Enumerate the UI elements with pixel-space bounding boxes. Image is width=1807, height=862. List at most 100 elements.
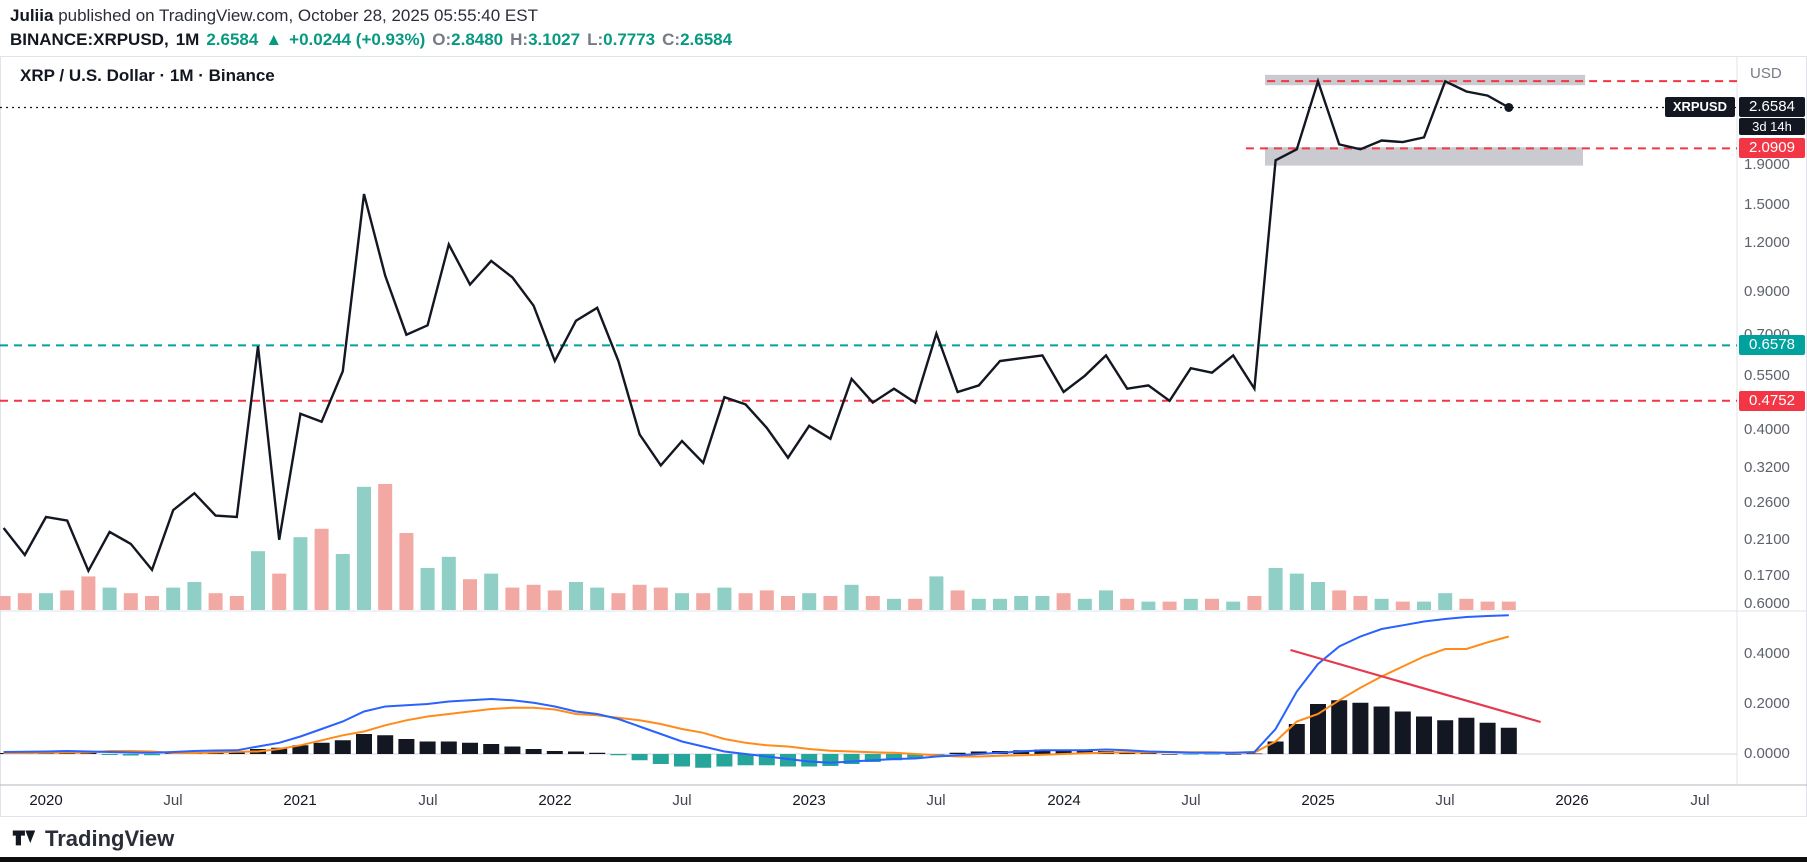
ohlc-open: O:2.8480 [432, 30, 504, 49]
author-name[interactable]: Juliia [10, 6, 54, 25]
resistance-zone [1265, 147, 1583, 166]
volume-bar [971, 598, 986, 610]
volume-bar [759, 590, 774, 610]
volume-bar [632, 584, 647, 610]
volume-bar [39, 593, 53, 610]
macd-histogram-bar [440, 741, 457, 754]
support-level-badge: 0.4752 [1739, 391, 1805, 411]
volume-bar [229, 596, 244, 610]
macd-histogram-bar [822, 754, 839, 766]
volume-bar [844, 584, 859, 610]
macd-histogram-bar [144, 754, 160, 756]
macd-histogram-bar [1310, 704, 1326, 754]
macd-histogram-bar [1500, 727, 1517, 754]
macd-histogram-bar [356, 734, 372, 754]
macd-histogram-bar [1458, 717, 1475, 754]
volume-bar [81, 576, 96, 610]
time-tick-month: Jul [672, 792, 692, 809]
macd-histogram-bar [864, 754, 881, 762]
footer: TradingView [10, 824, 174, 854]
brand-wordmark[interactable]: TradingView [45, 826, 175, 851]
volume-bar [378, 484, 393, 610]
volume-bar [569, 582, 583, 610]
time-tick-year: 2024 [1047, 792, 1081, 809]
time-tick-year: 2023 [792, 792, 826, 809]
price-tick-label: 0.4000 [1744, 421, 1790, 438]
time-tick-year: 2025 [1301, 792, 1335, 809]
volume-bar [463, 579, 477, 610]
volume-bar [1268, 568, 1283, 610]
last-price-marker [1504, 102, 1514, 112]
macd-histogram-bar [886, 754, 902, 761]
price-tick-label: 1.9000 [1744, 156, 1790, 173]
volume-bar [526, 584, 541, 610]
volume-bar [505, 587, 520, 610]
macd-histogram-bar [483, 744, 500, 754]
macd-signal-line [3, 635, 1510, 758]
time-tick-month: Jul [926, 792, 946, 809]
macd-histogram-bar [377, 735, 394, 754]
macd-histogram-bar [504, 746, 521, 754]
price-tick-label: 1.5000 [1744, 196, 1790, 213]
macd-histogram-bar [631, 754, 648, 761]
volume-bar [1014, 596, 1029, 610]
resistance-zone [1265, 74, 1586, 86]
volume-bar [929, 576, 944, 610]
price-tick-label: 0.3200 [1744, 459, 1790, 476]
volume-bar [1459, 598, 1474, 610]
volume-bar [272, 573, 287, 610]
macd-histogram-bar [398, 739, 415, 754]
time-tick-month: Jul [1435, 792, 1455, 809]
timeframe: 1M [175, 30, 200, 49]
time-tick-year: 2022 [538, 792, 572, 809]
macd-histogram-bar [1034, 749, 1051, 754]
publish-info: published on TradingView.com, October 28… [53, 6, 538, 25]
volume-bar [420, 568, 435, 610]
macd-histogram-bar [1331, 700, 1348, 754]
macd-histogram-bar [1161, 754, 1178, 755]
teal-level-badge: 0.6578 [1739, 335, 1805, 355]
macd-histogram-bar [313, 742, 330, 754]
macd-histogram-bar [695, 754, 712, 768]
bar-countdown-badge: 3d 14h [1739, 118, 1805, 135]
price-tick-label: 0.5500 [1744, 367, 1790, 384]
volume-bar [781, 596, 795, 610]
volume-bar [611, 593, 626, 610]
time-tick-month: Jul [1690, 792, 1710, 809]
tradingview-logo-icon[interactable] [10, 823, 38, 856]
macd-histogram-bar [780, 754, 796, 767]
volume-bar [166, 587, 181, 610]
macd-histogram-bar [610, 754, 627, 756]
indicator-tick-label: 0.2000 [1744, 695, 1790, 712]
macd-histogram-bar [292, 745, 309, 754]
volume-bar [865, 596, 880, 610]
volume-bar [441, 556, 456, 610]
symbol-price-tag: XRPUSD [1664, 97, 1735, 117]
price-tick-label: 1.2000 [1744, 234, 1790, 251]
macd-histogram-bar [949, 752, 966, 754]
macd-histogram-bar [1204, 754, 1220, 755]
macd-histogram-bar [419, 741, 436, 754]
volume-bar [675, 593, 689, 610]
macd-histogram-bar [1182, 754, 1199, 755]
time-axis[interactable]: 2020 Jul 2021 Jul 2022 Jul 2023 Jul 2024 Jul 2025 J… [0, 785, 1737, 816]
macd-histogram-bar [1246, 753, 1263, 755]
time-tick-year: 2026 [1555, 792, 1589, 809]
volume-bar [1289, 573, 1304, 610]
price-scale-currency: USD [1750, 65, 1782, 82]
volume-bar [653, 587, 668, 610]
volume-bar [1395, 601, 1410, 610]
macd-histogram-bar [716, 754, 733, 767]
price-scale[interactable]: 1.90001.50001.20000.90000.70000.55000.40… [1737, 0, 1807, 816]
resistance-level-badge: 2.0909 [1739, 138, 1805, 158]
symbol-name[interactable]: BINANCE:XRPUSD, [10, 30, 169, 49]
price-tick-label: 0.2600 [1744, 494, 1790, 511]
volume-bar [1035, 596, 1050, 610]
volume-bar [1077, 598, 1092, 610]
last-price: 2.6584 [206, 30, 259, 49]
volume-bar [802, 593, 817, 610]
volume-bar [314, 528, 329, 610]
volume-bar [908, 598, 923, 610]
indicator-tick-label: 0.4000 [1744, 645, 1790, 662]
